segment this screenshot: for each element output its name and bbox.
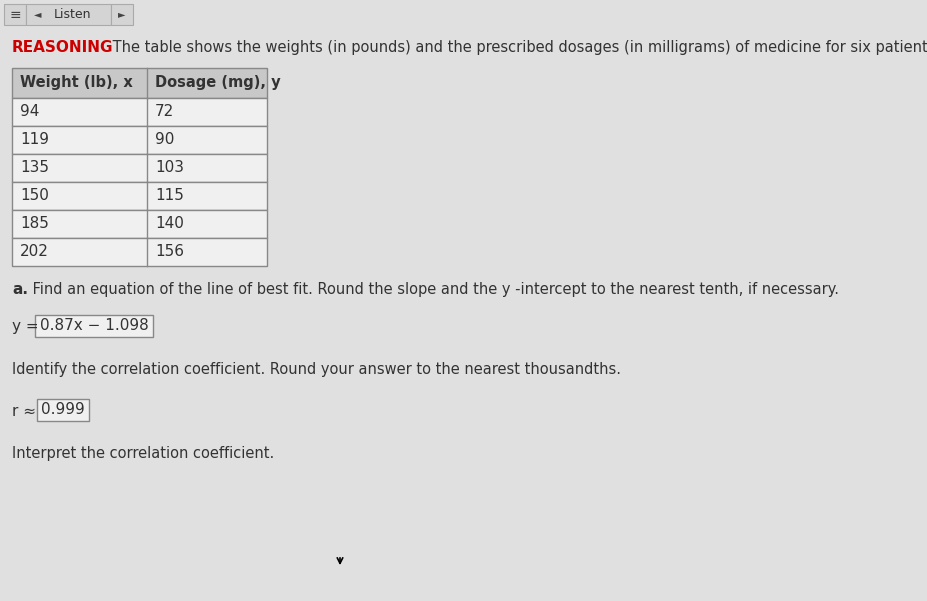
Text: Weight (lb), x: Weight (lb), x xyxy=(20,76,133,91)
Bar xyxy=(35,315,153,337)
Text: Identify the correlation coefficient. Round your answer to the nearest thousandt: Identify the correlation coefficient. Ro… xyxy=(12,362,621,377)
Text: 150: 150 xyxy=(20,189,49,204)
Text: Dosage (mg), y: Dosage (mg), y xyxy=(155,76,281,91)
Bar xyxy=(111,4,133,25)
Text: Interpret the correlation coefficient.: Interpret the correlation coefficient. xyxy=(12,446,274,461)
Bar xyxy=(4,4,26,25)
Text: 94: 94 xyxy=(20,105,39,120)
Text: 72: 72 xyxy=(155,105,174,120)
Bar xyxy=(12,126,267,154)
Text: ◄: ◄ xyxy=(34,10,42,19)
Text: 0.87x − 1.098: 0.87x − 1.098 xyxy=(40,319,148,334)
Text: y =: y = xyxy=(12,320,44,335)
Text: 90: 90 xyxy=(155,132,174,147)
Bar xyxy=(26,4,111,25)
Text: r ≈: r ≈ xyxy=(12,403,41,418)
Text: Listen: Listen xyxy=(54,8,91,21)
Text: 202: 202 xyxy=(20,245,49,260)
Text: 185: 185 xyxy=(20,216,49,231)
Bar xyxy=(12,182,267,210)
Text: 103: 103 xyxy=(155,160,184,175)
Text: 156: 156 xyxy=(155,245,184,260)
Text: 0.999: 0.999 xyxy=(41,403,85,418)
Text: Find an equation of the line of best fit. Round the slope and the y -intercept t: Find an equation of the line of best fit… xyxy=(28,282,839,297)
Text: 135: 135 xyxy=(20,160,49,175)
Text: 115: 115 xyxy=(155,189,184,204)
Bar xyxy=(12,238,267,266)
Text: a.: a. xyxy=(12,282,28,297)
Text: ►: ► xyxy=(119,10,126,19)
Bar xyxy=(12,68,267,98)
Text: 119: 119 xyxy=(20,132,49,147)
Text: 140: 140 xyxy=(155,216,184,231)
Bar xyxy=(12,210,267,238)
Bar xyxy=(12,154,267,182)
Text: The table shows the weights (in pounds) and the prescribed dosages (in milligram: The table shows the weights (in pounds) … xyxy=(108,40,927,55)
Bar xyxy=(37,399,89,421)
Text: ≡: ≡ xyxy=(9,7,20,22)
Bar xyxy=(12,98,267,126)
Text: REASONING: REASONING xyxy=(12,40,113,55)
